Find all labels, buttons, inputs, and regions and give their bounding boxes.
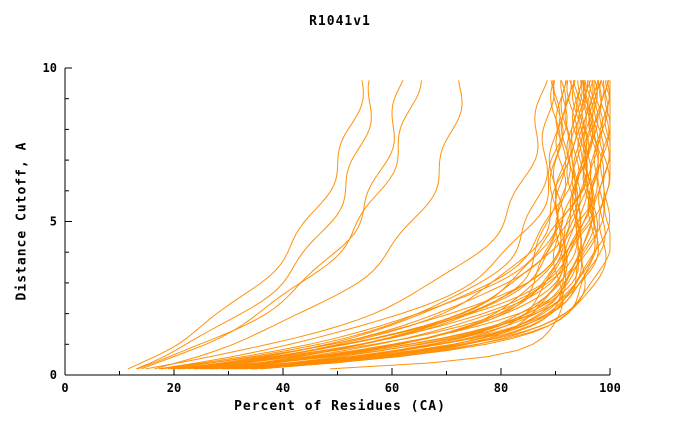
model-curve [194,80,561,370]
y-tick-label: 5 [50,215,57,229]
x-axis-label: Percent of Residues (CA) [234,399,446,414]
model-curve [193,80,587,370]
model-curve [209,80,576,370]
model-curve [168,80,555,370]
chart-title: R1041v1 [309,14,371,29]
model-curve [177,80,588,370]
model-curve [127,80,364,370]
x-tick-label: 60 [385,381,399,395]
model-curve [182,80,570,370]
model-curve [209,80,611,370]
model-curve [141,80,422,370]
x-tick-label: 40 [276,381,290,395]
model-curve [250,80,600,370]
y-tick-label: 10 [43,61,57,75]
model-curve [255,80,610,370]
model-curve [220,80,594,370]
model-curve [158,80,568,370]
model-curve [178,80,598,370]
model-curve [240,80,611,370]
model-curve [223,80,610,370]
model-curve [135,80,372,370]
x-tick-label: 80 [494,381,508,395]
y-tick-label: 0 [50,368,57,382]
model-curve [252,80,578,370]
model-curve [211,80,605,370]
model-curve [199,80,583,370]
model-curve [160,80,603,370]
model-curve [137,80,404,370]
model-curve [329,80,564,370]
model-curve [260,80,567,370]
x-tick-label: 20 [167,381,181,395]
model-curve [145,80,548,370]
model-curve [195,80,610,370]
model-curve [173,80,583,370]
x-tick-label: 100 [599,381,621,395]
x-tick-label: 0 [61,381,68,395]
model-curve [195,80,591,370]
model-curve [154,80,463,370]
model-curve [226,80,589,370]
